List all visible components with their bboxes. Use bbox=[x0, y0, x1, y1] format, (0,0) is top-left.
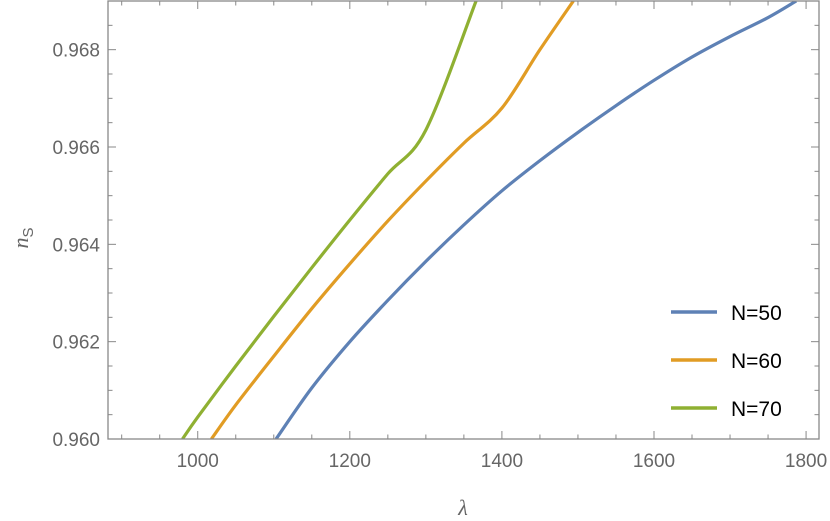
legend-label: N=50 bbox=[731, 302, 782, 325]
y-tick-label: 0.960 bbox=[52, 430, 100, 451]
series-line-n-50 bbox=[274, 1, 797, 439]
x-tick-label: 1000 bbox=[177, 451, 219, 472]
x-tick-label: 1400 bbox=[481, 451, 523, 472]
y-axis-label: nS bbox=[8, 227, 37, 248]
y-axis-label-main: n bbox=[8, 238, 33, 249]
x-axis-tick-labels: 1000 1200 1400 1600 1800 bbox=[177, 451, 828, 472]
y-tick-label: 0.964 bbox=[52, 235, 100, 256]
y-tick-label: 0.962 bbox=[52, 333, 100, 354]
y-axis-label-subscript: S bbox=[20, 227, 37, 237]
legend-label: N=60 bbox=[731, 350, 782, 373]
series-layer bbox=[181, 1, 797, 439]
y-tick-label: 0.968 bbox=[52, 41, 100, 62]
y-tick-label: 0.966 bbox=[52, 138, 100, 159]
series-line-n-70 bbox=[181, 1, 478, 439]
legend-label: N=70 bbox=[731, 398, 782, 421]
svg-text:nS: nS bbox=[8, 227, 37, 248]
x-tick-label: 1200 bbox=[329, 451, 371, 472]
axis-ticks bbox=[108, 0, 819, 440]
x-tick-label: 1800 bbox=[785, 451, 827, 472]
series-line-n-60 bbox=[210, 1, 575, 439]
legend: N=50 N=60 N=70 bbox=[671, 302, 782, 421]
x-axis-label: λ bbox=[457, 495, 468, 520]
y-axis-tick-labels: 0.960 0.962 0.964 0.966 0.968 bbox=[52, 41, 100, 451]
x-tick-label: 1600 bbox=[633, 451, 675, 472]
plot-frame bbox=[107, 0, 820, 440]
